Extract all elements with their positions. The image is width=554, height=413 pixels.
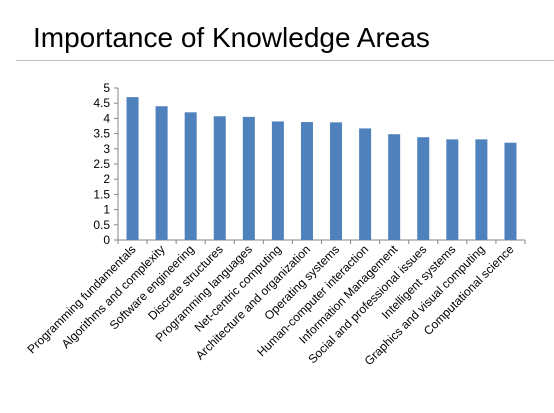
y-tick-label: 3 — [103, 142, 110, 156]
bar — [126, 97, 139, 241]
bar — [388, 134, 401, 240]
x-tick-label: Programming fundamentals — [25, 242, 139, 356]
bar — [213, 116, 226, 240]
slide-title: Importance of Knowledge Areas — [33, 22, 430, 53]
y-tick-label: 1.5 — [93, 187, 110, 201]
bar — [359, 128, 372, 240]
bar — [300, 122, 313, 240]
bar — [242, 116, 255, 240]
bar — [271, 121, 284, 240]
bar — [417, 137, 430, 240]
y-tick-label: 1 — [103, 203, 110, 217]
y-tick-label: 0.5 — [93, 218, 110, 232]
y-tick-label: 0 — [103, 233, 110, 247]
y-tick-label: 3.5 — [93, 127, 110, 141]
y-tick-label: 4.5 — [93, 96, 110, 110]
bar — [155, 106, 168, 241]
y-tick-label: 4 — [103, 111, 110, 125]
bar — [475, 139, 488, 240]
bar — [330, 122, 343, 240]
y-tick-label: 2.5 — [93, 157, 110, 171]
y-tick-label: 2 — [103, 172, 110, 186]
bar — [504, 142, 517, 240]
title-divider — [16, 60, 554, 61]
y-tick-label: 5 — [103, 81, 110, 95]
bar — [446, 139, 459, 240]
bar — [184, 112, 197, 240]
